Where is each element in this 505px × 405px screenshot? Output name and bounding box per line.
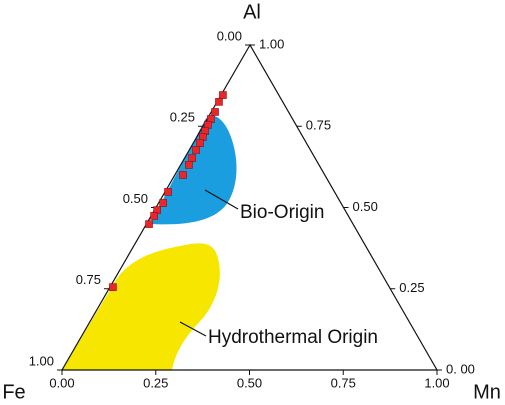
data-point xyxy=(159,199,167,207)
vertex-label: Mn xyxy=(473,381,501,403)
al-tick-label: 0. 00 xyxy=(446,361,475,376)
fe-tick-label: 1.00 xyxy=(29,353,54,368)
mn-tick-label: 0.75 xyxy=(331,375,356,390)
fe-tick-label: 0.00 xyxy=(217,28,242,43)
data-point xyxy=(150,212,158,220)
data-point xyxy=(185,161,193,169)
leader-line xyxy=(179,321,207,337)
bio-origin-region xyxy=(150,115,237,225)
mn-tick-label: 0.50 xyxy=(237,375,262,390)
mn-tick-label: 1.00 xyxy=(424,375,449,390)
vertex-label: Fe xyxy=(2,381,25,403)
data-point xyxy=(145,220,153,228)
fe-tick-label: 0.75 xyxy=(76,272,101,287)
data-point xyxy=(219,91,227,99)
data-point xyxy=(179,171,187,179)
leader-line xyxy=(204,189,239,210)
data-point xyxy=(192,146,200,154)
annotation: Hydrothermal Origin xyxy=(208,327,378,348)
data-point xyxy=(164,188,172,196)
data-point xyxy=(109,283,117,291)
data-point xyxy=(196,139,204,147)
al-tick-label: 0.50 xyxy=(353,199,378,214)
hydrothermal-region xyxy=(62,243,220,370)
annotation: Bio-Origin xyxy=(240,202,324,223)
mn-tick-label: 0.00 xyxy=(49,375,74,390)
al-tick-label: 0.75 xyxy=(306,118,331,133)
al-tick-label: 0.25 xyxy=(399,280,424,295)
al-tick-label: 1.00 xyxy=(259,36,284,51)
vertex-label: Al xyxy=(243,1,261,23)
fe-tick-label: 0.25 xyxy=(170,110,195,125)
data-point xyxy=(215,98,223,106)
data-point xyxy=(211,108,219,116)
data-point xyxy=(188,154,196,162)
fe-tick-label: 0.50 xyxy=(123,191,148,206)
mn-tick-label: 0.25 xyxy=(143,375,168,390)
